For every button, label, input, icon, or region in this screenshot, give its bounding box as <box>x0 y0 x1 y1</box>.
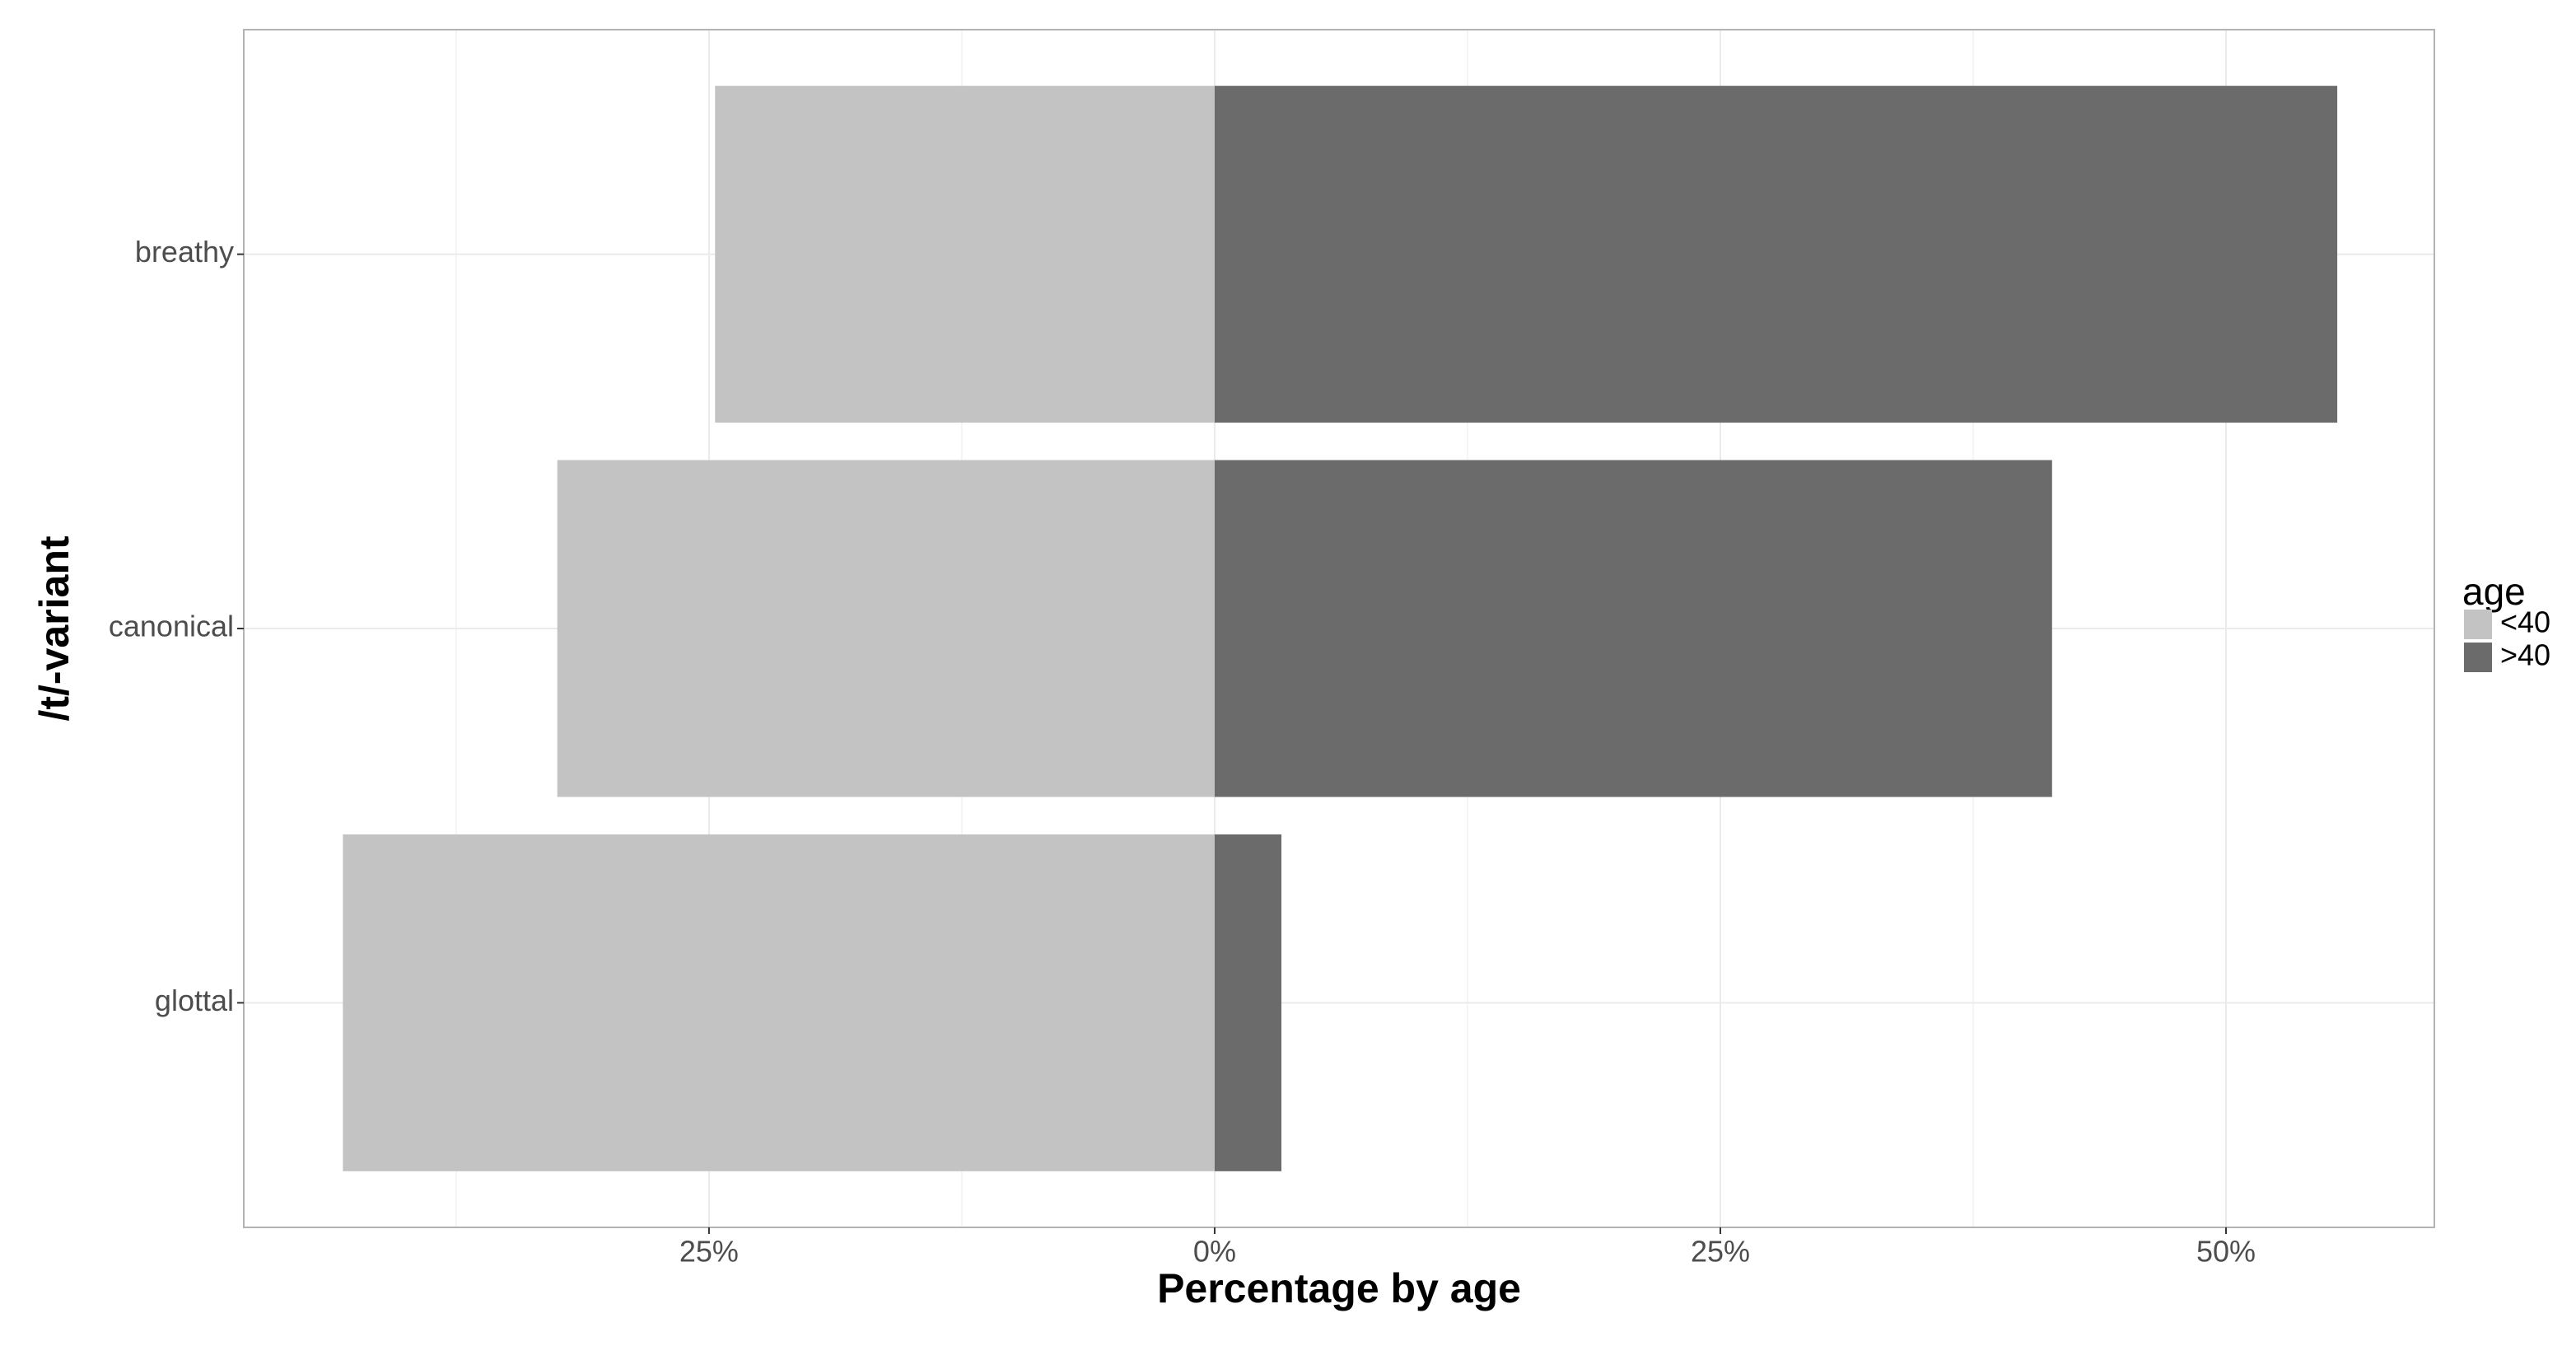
bar <box>715 86 1215 423</box>
legend-title: age <box>2462 570 2526 613</box>
y-axis-title: /t/-variant <box>31 535 77 721</box>
legend-label: >40 <box>2500 638 2550 672</box>
y-tick-label: glottal <box>155 984 234 1017</box>
legend-label: <40 <box>2500 605 2550 639</box>
y-tick-label: breathy <box>135 235 234 269</box>
x-tick-label: 0% <box>1193 1235 1236 1269</box>
x-tick-label: 25% <box>1691 1235 1750 1269</box>
bar <box>1214 834 1281 1171</box>
bar <box>343 834 1215 1171</box>
legend-key <box>2464 643 2492 672</box>
bar <box>1214 86 2338 423</box>
bar <box>1214 460 2052 797</box>
x-tick-label: 25% <box>679 1235 739 1269</box>
x-tick-label: 50% <box>2196 1235 2256 1269</box>
y-tick-label: canonical <box>109 610 234 643</box>
x-axis-title: Percentage by age <box>1157 1265 1521 1311</box>
legend-key <box>2464 610 2492 639</box>
bar <box>557 460 1215 797</box>
